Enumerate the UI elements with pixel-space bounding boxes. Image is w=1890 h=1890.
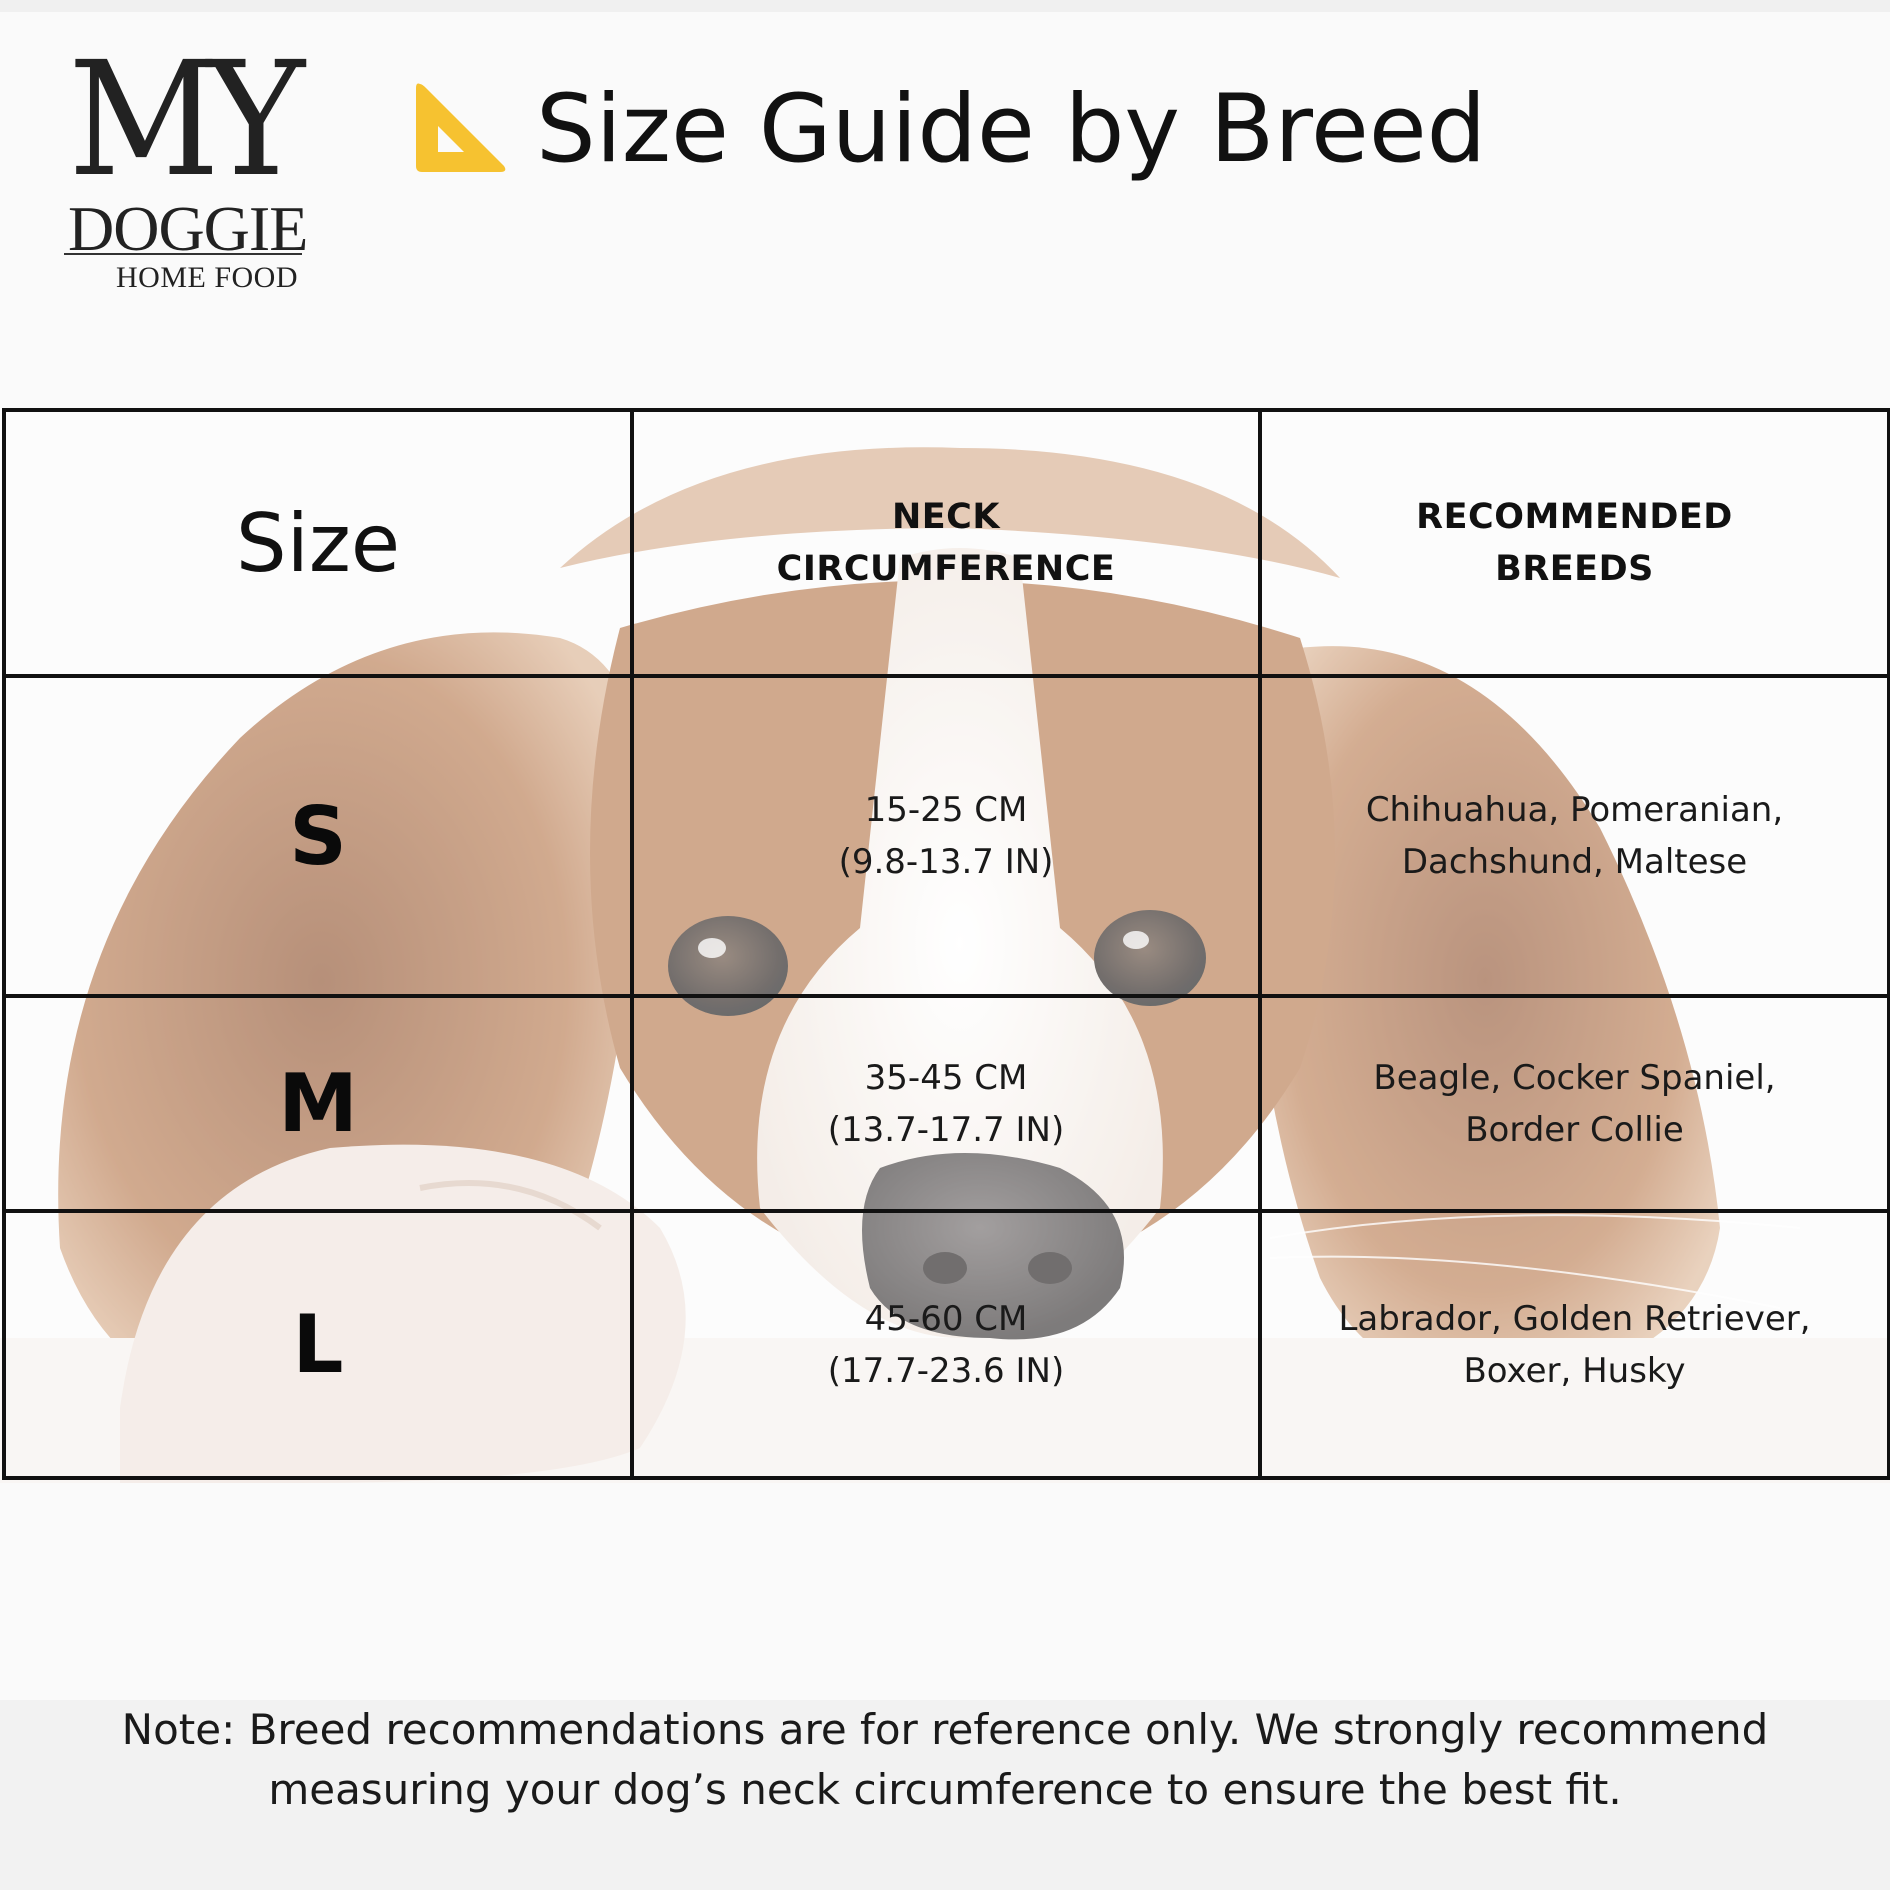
size-cell-s: S bbox=[2, 674, 634, 998]
page-title: Size Guide by Breed bbox=[536, 75, 1487, 184]
logo-my-text: MY bbox=[68, 28, 305, 212]
size-cell-l: L bbox=[2, 1209, 634, 1480]
breeds-cell-m: Beagle, Cocker Spaniel, Border Collie bbox=[1258, 994, 1890, 1213]
header-recommended-breeds: RECOMMENDED BREEDS bbox=[1258, 408, 1890, 678]
neck-cm-l: 45-60 CM bbox=[864, 1298, 1028, 1339]
neck-cell-m: 35-45 CM (13.7-17.7 IN) bbox=[630, 994, 1262, 1213]
header-neck-line2: CIRCUMFERENCE bbox=[776, 549, 1116, 589]
logo-doggie-text: DOGGIE bbox=[68, 193, 308, 264]
table-row-large: L 45-60 CM (17.7-23.6 IN) Labrador, Gold… bbox=[2, 1209, 1890, 1480]
breeds-m-line2: Border Collie bbox=[1465, 1109, 1684, 1150]
header-breeds-line2: BREEDS bbox=[1495, 549, 1654, 589]
breeds-m-line1: Beagle, Cocker Spaniel, bbox=[1373, 1057, 1776, 1098]
top-strip bbox=[0, 0, 1890, 12]
logo-divider bbox=[64, 253, 302, 255]
size-guide-table: Size NECK CIRCUMFERENCE RECOMMENDED BREE… bbox=[2, 408, 1890, 1480]
breeds-cell-l: Labrador, Golden Retriever, Boxer, Husky bbox=[1258, 1209, 1890, 1480]
header-size-label: Size bbox=[235, 496, 401, 590]
brand-logo: MY DOGGIE HOME FOOD bbox=[60, 41, 330, 295]
breeds-cell-s: Chihuahua, Pomeranian, Dachshund, Maltes… bbox=[1258, 674, 1890, 998]
breeds-s-line1: Chihuahua, Pomeranian, bbox=[1365, 790, 1784, 830]
note-text: Note: Breed recommendations are for refe… bbox=[40, 1700, 1850, 1820]
breeds-l-line1: Labrador, Golden Retriever, bbox=[1338, 1298, 1811, 1339]
size-cell-m: M bbox=[2, 994, 634, 1213]
neck-cm-s: 15-25 CM bbox=[864, 790, 1028, 830]
table-row-small: S 15-25 CM (9.8-13.7 IN) Chihuahua, Pome… bbox=[2, 674, 1890, 998]
note-section: Note: Breed recommendations are for refe… bbox=[0, 1700, 1890, 1890]
header-size: Size bbox=[2, 408, 634, 678]
neck-in-s: (9.8-13.7 IN) bbox=[838, 842, 1054, 882]
neck-cell-l: 45-60 CM (17.7-23.6 IN) bbox=[630, 1209, 1262, 1480]
neck-cm-m: 35-45 CM bbox=[864, 1057, 1028, 1098]
logo-home-food-text: HOME FOOD bbox=[116, 261, 299, 294]
triangle-ruler-icon bbox=[416, 83, 506, 172]
neck-in-l: (17.7-23.6 IN) bbox=[827, 1350, 1065, 1391]
neck-in-m: (13.7-17.7 IN) bbox=[827, 1109, 1065, 1150]
header-breeds-line1: RECOMMENDED bbox=[1416, 497, 1733, 537]
breeds-s-line2: Dachshund, Maltese bbox=[1401, 842, 1748, 882]
neck-cell-s: 15-25 CM (9.8-13.7 IN) bbox=[630, 674, 1262, 998]
header-neck-line1: NECK bbox=[891, 497, 1000, 537]
table-row-medium: M 35-45 CM (13.7-17.7 IN) Beagle, Cocker… bbox=[2, 994, 1890, 1213]
header-neck-circumference: NECK CIRCUMFERENCE bbox=[630, 408, 1262, 678]
table-header-row: Size NECK CIRCUMFERENCE RECOMMENDED BREE… bbox=[2, 408, 1890, 678]
breeds-l-line2: Boxer, Husky bbox=[1463, 1350, 1686, 1391]
note-line1: Note: Breed recommendations are for refe… bbox=[121, 1705, 1769, 1754]
note-line2: measuring your dog’s neck circumference … bbox=[268, 1765, 1622, 1814]
